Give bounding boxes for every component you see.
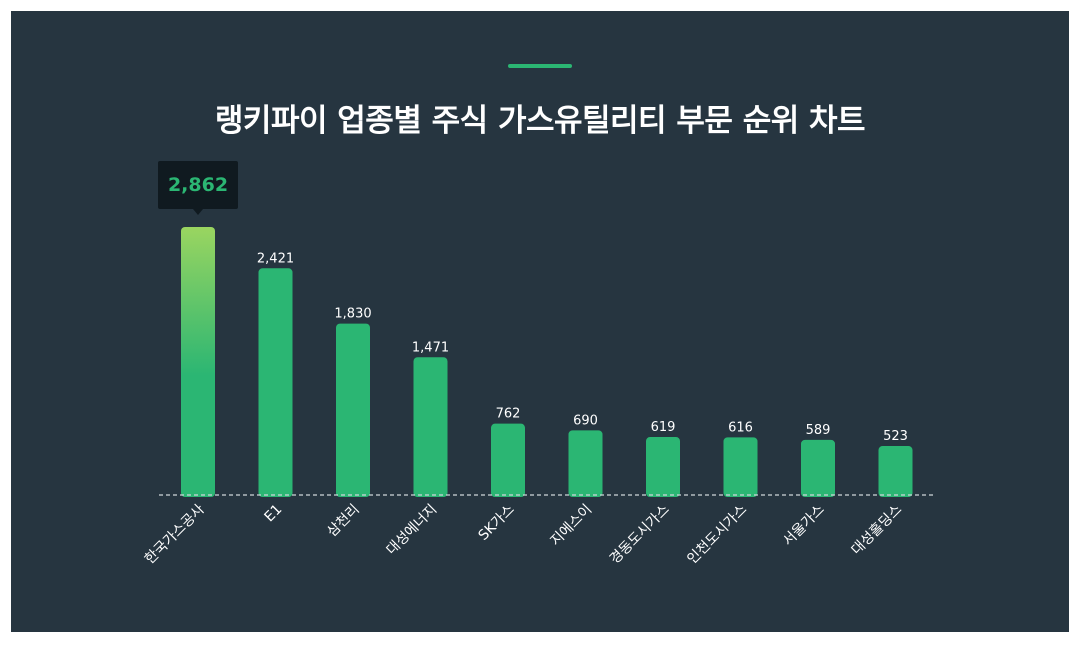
- bar-5: [491, 423, 525, 497]
- category-label-3: 삼천리: [324, 502, 363, 541]
- category-label-8: 인천도시가스: [684, 501, 750, 567]
- chart-panel: 랭키파이 업종별 주식 가스유틸리티 부문 순위 차트 2,862 한국가스공사 2…: [11, 11, 1069, 632]
- bar-4: [413, 357, 448, 497]
- category-label-5: SK가스: [476, 501, 518, 543]
- labels-layer: 2,862 한국가스공사 2,421 E1 1,830 삼천리 1,471 대성에너지 762 S…: [142, 161, 908, 567]
- bars-layer: [181, 227, 913, 497]
- bar-3: [336, 323, 370, 497]
- data-label-6: 690: [573, 413, 598, 428]
- bar-1: [181, 227, 215, 497]
- data-label-1: 2,862: [168, 174, 228, 196]
- value-tooltip: 2,862: [158, 161, 238, 215]
- data-label-4: 1,471: [412, 340, 449, 355]
- data-label-7: 619: [651, 420, 676, 435]
- category-label-4: 대성에너지: [383, 502, 440, 559]
- category-label-2: E1: [261, 502, 285, 526]
- data-label-10: 523: [883, 429, 908, 444]
- bar-2: [258, 268, 293, 497]
- chart-title: 랭키파이 업종별 주식 가스유틸리티 부문 순위 차트: [214, 103, 866, 139]
- data-label-8: 616: [728, 420, 753, 435]
- category-label-7: 경동도시가스: [607, 501, 673, 567]
- title-accent-line: [508, 64, 572, 68]
- bar-8: [723, 437, 758, 497]
- bar-9: [801, 439, 835, 497]
- category-label-9: 서울가스: [780, 501, 828, 549]
- bar-chart: 2,862 한국가스공사 2,421 E1 1,830 삼천리 1,471 대성에너지 762 S…: [142, 161, 934, 567]
- bar-7: [646, 437, 680, 497]
- data-label-3: 1,830: [334, 307, 371, 322]
- data-label-5: 762: [496, 407, 521, 422]
- category-label-1: 한국가스공사: [142, 501, 208, 567]
- tooltip-pointer: [193, 209, 203, 215]
- tooltip-box: [158, 161, 238, 209]
- category-label-10: 대성홀딩스: [848, 501, 905, 558]
- bar-6: [568, 430, 603, 497]
- bar-10: [878, 446, 913, 497]
- data-label-9: 589: [806, 423, 831, 438]
- data-label-2: 2,421: [257, 251, 294, 266]
- category-label-6: 지에스이: [548, 502, 596, 550]
